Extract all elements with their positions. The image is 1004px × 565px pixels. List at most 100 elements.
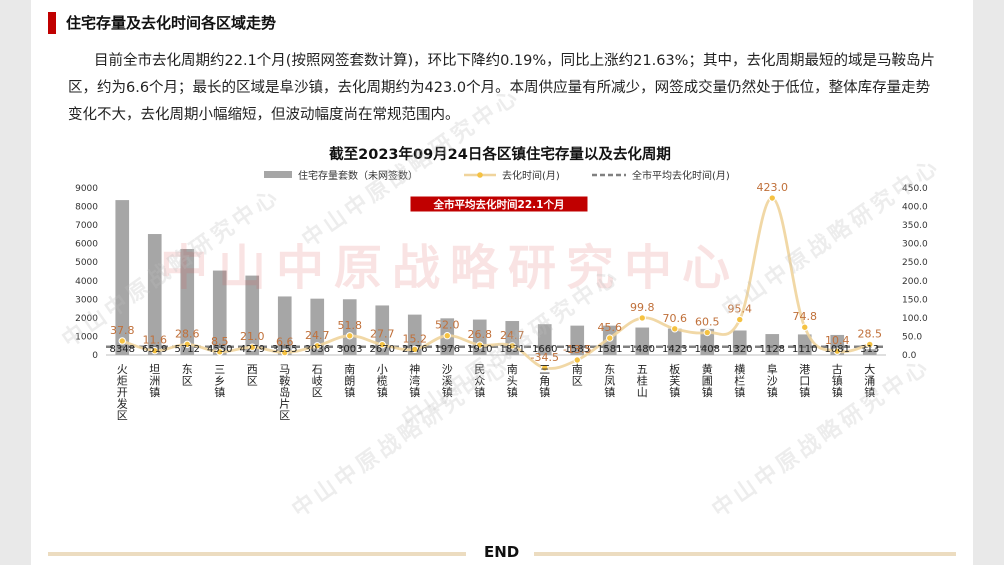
bar xyxy=(797,334,812,355)
line-point xyxy=(151,346,159,355)
line-value-label: 51.8 xyxy=(338,319,363,332)
category-label: 神湾镇 xyxy=(409,362,420,399)
line-point xyxy=(313,342,321,350)
bar-value-label: 313 xyxy=(860,344,879,355)
line-point xyxy=(541,364,549,372)
line-value-label: 27.7 xyxy=(370,328,395,341)
line-value-label: 24.7 xyxy=(305,329,330,342)
line-value-label: 24.7 xyxy=(500,329,525,342)
line-point xyxy=(118,337,126,345)
legend-label-bar: 住宅存量套数（未网签数） xyxy=(298,169,418,182)
right-axis-tick: 200.0 xyxy=(902,277,928,287)
line-point xyxy=(768,194,776,202)
bar xyxy=(342,299,357,355)
category-label: 大涌镇 xyxy=(864,362,875,399)
left-margin-panel xyxy=(0,0,31,565)
bar-value-label: 1480 xyxy=(630,344,655,355)
title-accent-bar xyxy=(48,12,56,34)
right-axis-tick: 300.0 xyxy=(902,240,928,250)
category-label: 沙溪镇 xyxy=(442,363,453,399)
bar xyxy=(277,296,292,355)
bar xyxy=(862,349,877,355)
line-point xyxy=(606,334,614,342)
annotation-box xyxy=(409,195,589,213)
category-label: 港口镇 xyxy=(799,363,810,399)
line-value-label: 10.4 xyxy=(825,334,850,347)
bar-value-label: 1110 xyxy=(792,344,817,355)
line-value-label: -13.5 xyxy=(563,343,591,356)
bar xyxy=(407,314,422,355)
category-label: 小榄镇 xyxy=(377,363,388,399)
right-axis-tick: 150.0 xyxy=(902,295,928,305)
bar-value-label: 5712 xyxy=(175,344,200,355)
annotation-text: 全市平均去化时间22.1个月 xyxy=(433,198,565,211)
bar-value-label: 8348 xyxy=(110,344,135,355)
line-point xyxy=(281,348,289,357)
chart-title: 截至2023年09月24日各区镇住宅存量以及去化周期 xyxy=(329,145,671,163)
bar-value-label: 4279 xyxy=(240,344,265,355)
bar xyxy=(115,200,130,355)
left-axis-tick: 8000 xyxy=(75,203,98,213)
category-label: 马鞍岛片区 xyxy=(279,363,290,422)
category-label: 石岐区 xyxy=(312,363,323,399)
line-value-label: -34.5 xyxy=(531,351,559,364)
line-value-label: 70.6 xyxy=(663,312,688,325)
line-value-label: 15.2 xyxy=(403,332,428,345)
bar-value-label: 2176 xyxy=(402,344,427,355)
bar xyxy=(732,330,747,355)
line-point xyxy=(411,345,419,354)
bar xyxy=(212,270,227,355)
right-axis-tick: 250.0 xyxy=(902,258,928,268)
line-value-label: 37.8 xyxy=(110,324,135,337)
line-value-label: 26.8 xyxy=(468,328,493,341)
bar xyxy=(310,298,325,355)
left-axis-tick: 3000 xyxy=(75,295,98,305)
bar-value-label: 1910 xyxy=(467,344,492,355)
bar-value-label: 1423 xyxy=(662,344,687,355)
left-axis-tick: 2000 xyxy=(75,314,98,324)
bar xyxy=(635,327,650,355)
line-point xyxy=(573,356,581,364)
line-value-label: 45.6 xyxy=(598,321,623,334)
bar-value-label: 3036 xyxy=(305,344,330,355)
line-point xyxy=(216,348,224,356)
bar xyxy=(700,328,715,355)
category-label: 黄圃镇 xyxy=(702,362,713,399)
line-point xyxy=(638,314,646,322)
category-label: 东凤镇 xyxy=(604,363,615,399)
right-axis-tick: 50.0 xyxy=(902,332,922,342)
left-axis-tick: 1000 xyxy=(75,332,98,342)
category-label: 火炬开发区 xyxy=(117,363,128,422)
left-axis-tick: 7000 xyxy=(75,221,98,231)
bar-value-label: 1831 xyxy=(500,344,525,355)
line-point xyxy=(346,332,354,340)
bar xyxy=(147,234,162,355)
line-point xyxy=(476,341,484,349)
bar-value-label: 3155 xyxy=(272,344,297,355)
line-value-label: 21.0 xyxy=(240,330,265,343)
line-value-label: 74.8 xyxy=(793,310,818,323)
end-label: END xyxy=(484,543,520,561)
category-label: 南头镇 xyxy=(507,363,518,399)
line-value-label: 60.5 xyxy=(695,316,720,329)
line-point xyxy=(801,323,809,331)
bar xyxy=(765,334,780,355)
right-axis-tick: 400.0 xyxy=(902,203,928,213)
right-axis-tick: 100.0 xyxy=(902,314,928,324)
line-value-label: 423.0 xyxy=(757,181,789,194)
category-label: 五桂山 xyxy=(637,363,648,399)
bar-value-label: 2670 xyxy=(370,344,395,355)
footer-line-left xyxy=(48,552,466,556)
line-value-label: 28.6 xyxy=(175,327,200,340)
bar-value-label: 6519 xyxy=(142,344,167,355)
line-point xyxy=(736,315,744,324)
legend-label-line: 去化时间(月) xyxy=(502,169,560,182)
left-axis-tick: 4000 xyxy=(75,277,98,287)
line-point xyxy=(508,342,516,350)
right-axis-tick: 0.0 xyxy=(902,351,917,361)
category-label: 三角镇 xyxy=(539,363,550,399)
category-label: 民众镇 xyxy=(474,363,485,399)
right-axis-tick: 450.0 xyxy=(902,184,928,194)
bar xyxy=(667,328,682,355)
